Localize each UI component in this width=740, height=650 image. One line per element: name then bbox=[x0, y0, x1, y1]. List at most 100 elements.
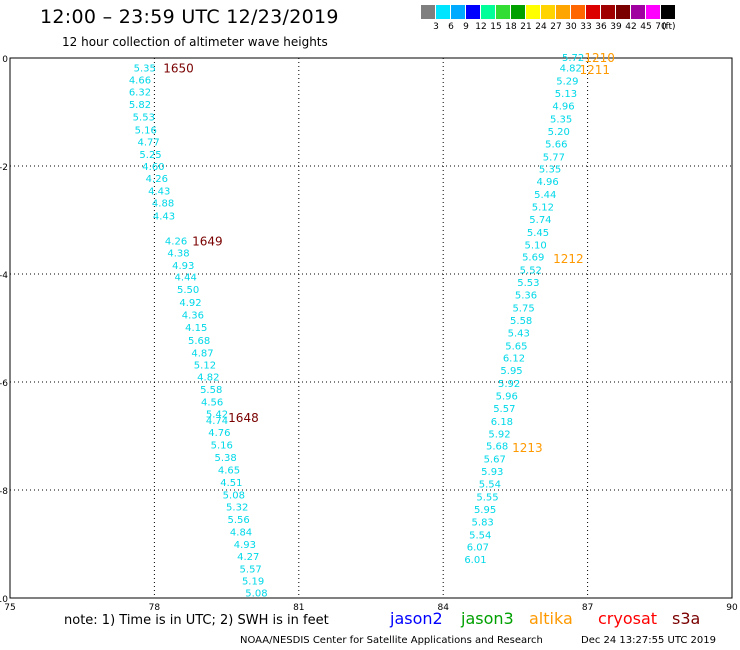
legend-label: 21 bbox=[520, 22, 532, 32]
swh-value-label: 5.54 bbox=[479, 480, 501, 491]
swh-value-label: 5.52 bbox=[520, 266, 542, 277]
legend-unit: (ft) bbox=[662, 22, 676, 32]
legend-swatch bbox=[646, 5, 661, 19]
swh-value-label: 5.12 bbox=[532, 203, 554, 214]
legend-swatch bbox=[601, 5, 616, 19]
legend-label: 42 bbox=[625, 22, 637, 32]
swh-value-label: 5.75 bbox=[512, 303, 534, 314]
legend-label: 70 bbox=[655, 22, 667, 32]
legend-swatch bbox=[526, 5, 541, 19]
footer-credit: NOAA/NESDIS Center for Satellite Applica… bbox=[240, 635, 543, 646]
x-tick-label: 87 bbox=[582, 603, 593, 613]
legend-swatch bbox=[496, 5, 511, 19]
swh-value-label: 5.68 bbox=[486, 442, 508, 453]
swh-value-label: 4.27 bbox=[237, 552, 259, 563]
swh-value-label: 4.65 bbox=[218, 465, 240, 476]
y-tick-label: -4 bbox=[0, 271, 8, 281]
swh-value-label: 4.87 bbox=[191, 348, 213, 359]
swh-value-label: 4.56 bbox=[201, 397, 223, 408]
swh-value-label: 5.83 bbox=[472, 517, 494, 528]
swh-value-label: 4.96 bbox=[537, 177, 559, 188]
swh-value-label: 5.43 bbox=[508, 328, 530, 339]
legend-swatch bbox=[586, 5, 601, 19]
swh-value-label: 5.95 bbox=[474, 505, 496, 516]
y-tick-label: -10 bbox=[0, 595, 8, 605]
legend-swatch bbox=[481, 5, 496, 19]
swh-value-label: 5.82 bbox=[129, 100, 151, 111]
swh-value-label: 4.43 bbox=[148, 186, 170, 197]
swh-value-label: 5.93 bbox=[481, 467, 503, 478]
legend-label: 6 bbox=[448, 22, 454, 32]
legend-swatch bbox=[556, 5, 571, 19]
swh-value-label: 4.93 bbox=[234, 540, 256, 551]
swh-value-label: 5.16 bbox=[211, 441, 233, 452]
swh-value-label: 5.54 bbox=[469, 530, 491, 541]
legend-swatch bbox=[511, 5, 526, 19]
swh-value-label: 5.32 bbox=[226, 503, 248, 514]
pass-time-label: 1650 bbox=[163, 62, 194, 76]
swh-value-label: 5.92 bbox=[498, 379, 520, 390]
swh-value-label: 5.50 bbox=[177, 285, 199, 296]
swh-value-label: 5.53 bbox=[517, 278, 539, 289]
swh-value-label: 4.51 bbox=[220, 478, 242, 489]
legend-label: 3 bbox=[433, 22, 439, 32]
swh-value-label: 5.72 bbox=[562, 53, 584, 64]
swh-value-label: 4.82 bbox=[560, 64, 582, 75]
legend-swatch bbox=[421, 5, 436, 19]
satellite-legend-cryosat: cryosat bbox=[598, 609, 658, 628]
swh-value-label: 4.66 bbox=[129, 76, 151, 87]
swh-value-label: 5.08 bbox=[245, 589, 267, 600]
swh-value-label: 4.76 bbox=[208, 428, 230, 439]
x-tick-label: 78 bbox=[149, 603, 161, 613]
satellite-legend-jason2: jason2 bbox=[390, 609, 443, 628]
legend-label: 39 bbox=[610, 22, 622, 32]
swh-value-label: 5.53 bbox=[133, 112, 155, 123]
swh-value-label: 5.25 bbox=[139, 150, 161, 161]
swh-value-label: 5.08 bbox=[223, 490, 245, 501]
x-tick-label: 75 bbox=[4, 603, 15, 613]
swh-value-label: 4.88 bbox=[152, 199, 174, 210]
x-tick-label: 90 bbox=[726, 603, 738, 613]
swh-value-label: 4.38 bbox=[167, 248, 189, 259]
swh-value-label: 5.29 bbox=[556, 77, 578, 88]
y-tick-label: -6 bbox=[0, 379, 8, 389]
swh-value-label: 5.35 bbox=[539, 165, 561, 176]
satellite-legend-s3a: s3a bbox=[672, 609, 701, 628]
legend-swatch bbox=[541, 5, 556, 19]
y-tick-label: -2 bbox=[0, 163, 8, 173]
legend-label: 36 bbox=[595, 22, 607, 32]
legend-label: 9 bbox=[463, 22, 469, 32]
swh-value-label: 5.95 bbox=[500, 366, 522, 377]
swh-value-label: 5.92 bbox=[488, 429, 510, 440]
swh-value-label: 6.18 bbox=[491, 417, 513, 428]
swh-value-label: 5.20 bbox=[548, 127, 570, 138]
legend-swatch bbox=[631, 5, 646, 19]
swh-value-label: 5.77 bbox=[543, 152, 565, 163]
page-title: 12:00 – 23:59 UTC 12/23/2019 bbox=[40, 6, 339, 28]
swh-value-label: 5.45 bbox=[527, 228, 549, 239]
swh-value-label: 5.57 bbox=[240, 564, 262, 575]
legend-label: 24 bbox=[535, 22, 547, 32]
pass-time-label: 1649 bbox=[192, 235, 223, 249]
swh-value-label: 5.42 bbox=[206, 409, 228, 420]
swh-value-label: 5.69 bbox=[522, 253, 544, 264]
swh-value-label: 4.82 bbox=[197, 373, 219, 384]
legend-label: 45 bbox=[640, 22, 652, 32]
legend-label: 18 bbox=[505, 22, 517, 32]
swh-value-label: 5.13 bbox=[555, 89, 577, 100]
swh-value-label: 5.36 bbox=[515, 291, 537, 302]
swh-value-label: 6.32 bbox=[129, 87, 151, 98]
swh-value-label: 5.56 bbox=[228, 515, 250, 526]
pass-time-label: 1648 bbox=[228, 411, 259, 425]
legend-swatch bbox=[436, 5, 451, 19]
swh-value-label: 5.10 bbox=[524, 240, 546, 251]
legend-swatch bbox=[466, 5, 481, 19]
swh-value-label: 5.19 bbox=[242, 577, 264, 588]
legend-swatch bbox=[616, 5, 631, 19]
map-frame bbox=[9, 57, 733, 599]
swh-value-label: 4.96 bbox=[552, 102, 574, 113]
legend-label: 12 bbox=[475, 22, 487, 32]
swh-value-label: 5.58 bbox=[510, 316, 532, 327]
pass-time-label: 1212 bbox=[553, 252, 584, 266]
swh-value-label: 5.65 bbox=[505, 341, 527, 352]
